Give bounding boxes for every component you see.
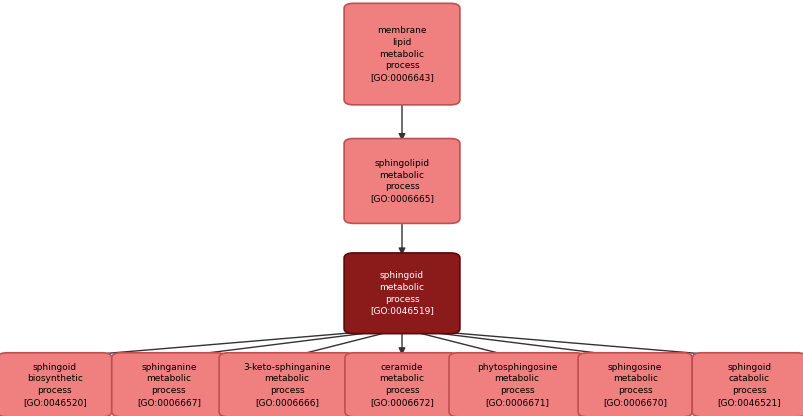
Text: sphingoid
catabolic
process
[GO:0046521]: sphingoid catabolic process [GO:0046521]	[716, 363, 781, 407]
FancyBboxPatch shape	[448, 353, 585, 416]
FancyBboxPatch shape	[691, 353, 803, 416]
FancyBboxPatch shape	[344, 139, 459, 223]
Text: 3-keto-sphinganine
metabolic
process
[GO:0006666]: 3-keto-sphinganine metabolic process [GO…	[243, 363, 330, 407]
Text: membrane
lipid
metabolic
process
[GO:0006643]: membrane lipid metabolic process [GO:000…	[369, 26, 434, 82]
Text: sphingolipid
metabolic
process
[GO:0006665]: sphingolipid metabolic process [GO:00066…	[369, 159, 434, 203]
Text: sphingosine
metabolic
process
[GO:0006670]: sphingosine metabolic process [GO:000667…	[602, 363, 666, 407]
FancyBboxPatch shape	[344, 253, 459, 334]
Text: ceramide
metabolic
process
[GO:0006672]: ceramide metabolic process [GO:0006672]	[369, 363, 434, 407]
FancyBboxPatch shape	[344, 3, 459, 105]
FancyBboxPatch shape	[344, 353, 459, 416]
FancyBboxPatch shape	[577, 353, 691, 416]
FancyBboxPatch shape	[112, 353, 226, 416]
Text: phytosphingosine
metabolic
process
[GO:0006671]: phytosphingosine metabolic process [GO:0…	[476, 363, 556, 407]
FancyBboxPatch shape	[0, 353, 112, 416]
Text: sphinganine
metabolic
process
[GO:0006667]: sphinganine metabolic process [GO:000666…	[137, 363, 201, 407]
Text: sphingoid
metabolic
process
[GO:0046519]: sphingoid metabolic process [GO:0046519]	[369, 271, 434, 315]
FancyBboxPatch shape	[218, 353, 354, 416]
Text: sphingoid
biosynthetic
process
[GO:0046520]: sphingoid biosynthetic process [GO:00465…	[22, 363, 87, 407]
